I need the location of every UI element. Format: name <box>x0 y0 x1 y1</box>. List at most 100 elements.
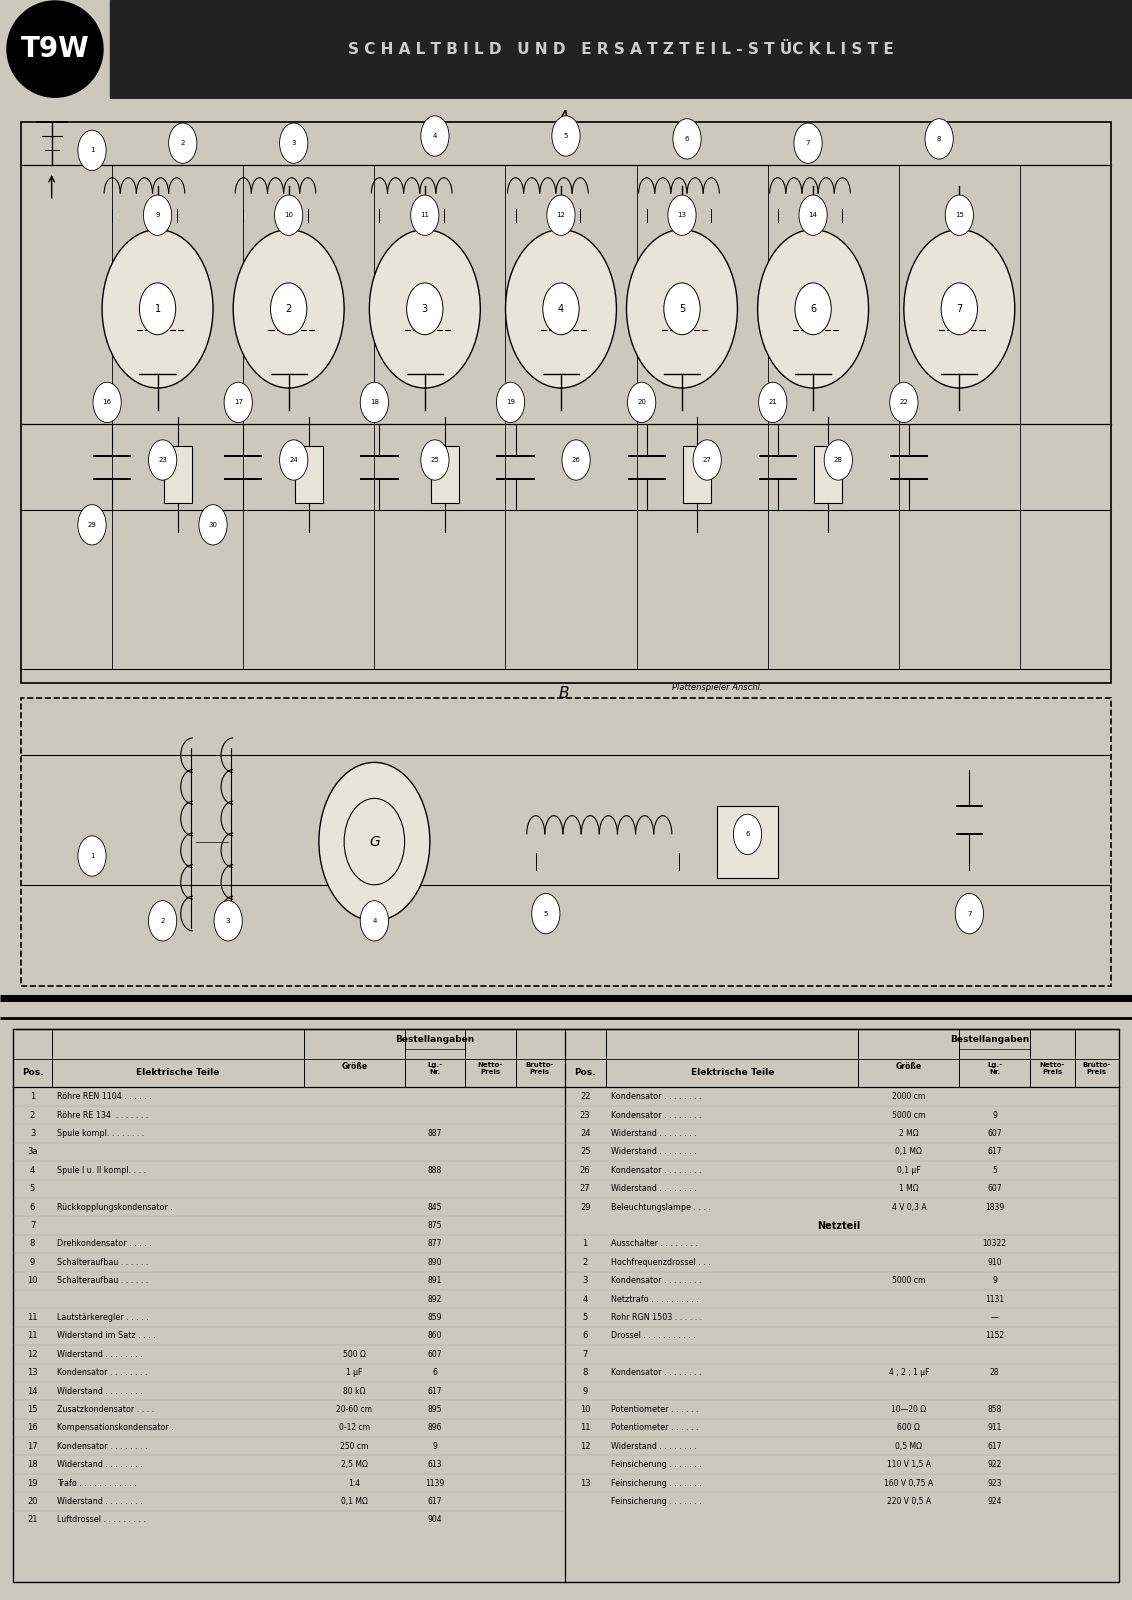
Text: 20: 20 <box>637 400 646 405</box>
Circle shape <box>547 195 575 235</box>
Circle shape <box>144 195 172 235</box>
Text: Brutto-
Preis: Brutto- Preis <box>1082 1062 1110 1075</box>
Text: 9: 9 <box>583 1387 588 1395</box>
Text: Zusatzkondensator . . . .: Zusatzkondensator . . . . <box>57 1405 154 1414</box>
Bar <box>814 445 842 502</box>
Text: 220 V 0,5 A: 220 V 0,5 A <box>886 1498 931 1506</box>
Text: 1: 1 <box>583 1240 588 1248</box>
Text: 6: 6 <box>583 1331 588 1341</box>
Text: 28: 28 <box>989 1368 1000 1378</box>
Text: Ausschalter . . . . . . . .: Ausschalter . . . . . . . . <box>611 1240 698 1248</box>
Text: 875: 875 <box>428 1221 443 1230</box>
Circle shape <box>169 123 197 163</box>
Text: 500 Ω: 500 Ω <box>343 1350 366 1358</box>
Text: 2: 2 <box>161 918 165 923</box>
Text: Widerstand . . . . . . . .: Widerstand . . . . . . . . <box>611 1147 697 1157</box>
Bar <box>683 445 711 502</box>
Text: 3: 3 <box>422 304 428 314</box>
Text: Widerstand . . . . . . . .: Widerstand . . . . . . . . <box>611 1184 697 1194</box>
Text: 3: 3 <box>29 1130 35 1138</box>
Text: 924: 924 <box>987 1498 1002 1506</box>
Bar <box>294 445 323 502</box>
Text: Spule I u. II kompl. . . .: Spule I u. II kompl. . . . <box>57 1166 146 1174</box>
Text: 895: 895 <box>428 1405 443 1414</box>
Circle shape <box>626 229 737 387</box>
Text: 5: 5 <box>564 133 568 139</box>
Text: 7: 7 <box>806 141 811 146</box>
Text: Rohr RGN 1503 . . . . . .: Rohr RGN 1503 . . . . . . <box>611 1314 703 1322</box>
Text: Widerstand . . . . . . . .: Widerstand . . . . . . . . <box>611 1442 697 1451</box>
Text: Luftdrossel . . . . . . . . .: Luftdrossel . . . . . . . . . <box>57 1515 146 1525</box>
Text: 1 μF: 1 μF <box>346 1368 362 1378</box>
Text: 923: 923 <box>987 1478 1002 1488</box>
Text: 27: 27 <box>703 458 712 462</box>
Text: 19: 19 <box>506 400 515 405</box>
Text: 887: 887 <box>428 1130 443 1138</box>
Text: 9: 9 <box>432 1442 437 1451</box>
Text: 16: 16 <box>27 1424 37 1432</box>
Text: 9: 9 <box>29 1258 35 1267</box>
Text: 17: 17 <box>233 400 242 405</box>
Text: Röhre REN 1104 . . . . . .: Röhre REN 1104 . . . . . . <box>57 1093 152 1101</box>
Text: 10—20 Ω: 10—20 Ω <box>891 1405 926 1414</box>
Text: 20-60 cm: 20-60 cm <box>336 1405 372 1414</box>
Text: 4 ; 2 ; 1 μF: 4 ; 2 ; 1 μF <box>889 1368 929 1378</box>
Bar <box>431 445 460 502</box>
Text: 7: 7 <box>583 1350 588 1358</box>
Text: 890: 890 <box>428 1258 443 1267</box>
Text: 0,1 μF: 0,1 μF <box>897 1166 920 1174</box>
Text: 28: 28 <box>834 458 842 462</box>
Text: Pos.: Pos. <box>574 1069 595 1077</box>
Text: 4: 4 <box>558 304 564 314</box>
Text: Kondensator . . . . . . . .: Kondensator . . . . . . . . <box>57 1442 147 1451</box>
Text: 910: 910 <box>987 1258 1002 1267</box>
Circle shape <box>344 798 404 885</box>
Text: Plattenspieler Anschl.: Plattenspieler Anschl. <box>672 683 763 691</box>
Text: —: — <box>990 1314 998 1322</box>
Circle shape <box>280 440 308 480</box>
Text: 4: 4 <box>372 918 377 923</box>
Bar <box>718 805 778 877</box>
Text: Netto-
Preis: Netto- Preis <box>1039 1062 1065 1075</box>
Text: 4: 4 <box>432 133 437 139</box>
Text: 10322: 10322 <box>983 1240 1006 1248</box>
Text: 2,5 MΩ: 2,5 MΩ <box>341 1461 368 1469</box>
Circle shape <box>411 195 439 235</box>
Text: T9W: T9W <box>20 35 89 62</box>
Text: 617: 617 <box>428 1387 443 1395</box>
Text: Kondensator . . . . . . . .: Kondensator . . . . . . . . <box>611 1093 702 1101</box>
Text: 11: 11 <box>27 1331 37 1341</box>
Text: 6: 6 <box>29 1203 35 1211</box>
Text: B: B <box>559 686 569 701</box>
Text: 10: 10 <box>27 1277 37 1285</box>
Circle shape <box>693 440 721 480</box>
Text: 7: 7 <box>29 1221 35 1230</box>
Text: 8: 8 <box>937 136 942 142</box>
Circle shape <box>552 115 580 157</box>
Text: Kondensator . . . . . . . .: Kondensator . . . . . . . . <box>611 1368 702 1378</box>
Text: 9: 9 <box>155 213 160 218</box>
Text: 904: 904 <box>428 1515 443 1525</box>
Text: 30: 30 <box>208 522 217 528</box>
Text: 80 kΩ: 80 kΩ <box>343 1387 366 1395</box>
Text: Widerstand . . . . . . . .: Widerstand . . . . . . . . <box>57 1387 143 1395</box>
Text: Drossel . . . . . . . . . . .: Drossel . . . . . . . . . . . <box>611 1331 696 1341</box>
Text: 1139: 1139 <box>426 1478 445 1488</box>
Text: Netztrafo . . . . . . . . . .: Netztrafo . . . . . . . . . . <box>611 1294 698 1304</box>
Text: 13: 13 <box>580 1478 591 1488</box>
Text: 25: 25 <box>580 1147 591 1157</box>
Circle shape <box>925 118 953 158</box>
Text: 0,1 MΩ: 0,1 MΩ <box>341 1498 368 1506</box>
Text: 5: 5 <box>992 1166 997 1174</box>
Bar <box>22 122 1110 683</box>
Text: 1:4: 1:4 <box>349 1478 360 1488</box>
Circle shape <box>627 382 655 422</box>
Text: 5: 5 <box>679 304 685 314</box>
Text: 6: 6 <box>685 136 689 142</box>
Text: 15: 15 <box>27 1405 37 1414</box>
Text: 1: 1 <box>89 853 94 859</box>
Text: 23: 23 <box>158 458 168 462</box>
Text: 24: 24 <box>580 1130 591 1138</box>
Circle shape <box>955 893 984 934</box>
Circle shape <box>233 229 344 387</box>
